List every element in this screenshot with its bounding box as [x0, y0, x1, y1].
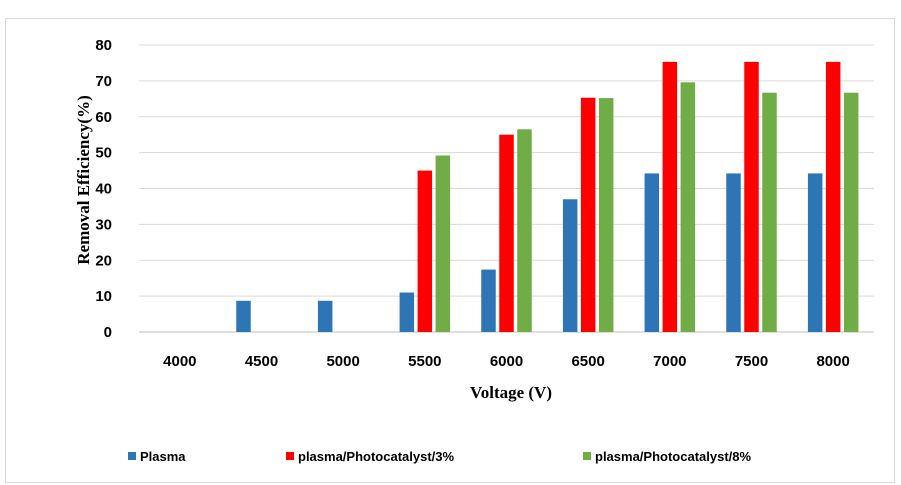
bar [843, 92, 859, 333]
bar [644, 173, 660, 332]
legend-label: Plasma [140, 449, 186, 464]
x-tick-label: 5500 [408, 353, 441, 370]
x-tick-label: 6000 [490, 353, 523, 370]
chart-frame: 0 10 20 30 40 50 60 70 80 4000 4500 5000 5500 6000 65… [5, 18, 895, 483]
y-tick-label: 70 [95, 73, 112, 90]
bar [317, 300, 333, 332]
bar [236, 300, 251, 332]
x-tick-label: 4500 [245, 353, 278, 370]
bar [744, 61, 759, 332]
bar [726, 173, 741, 332]
legend-item: plasma/Photocatalyst/3% [286, 449, 454, 464]
legend-swatch [286, 452, 294, 460]
y-tick-label: 0 [104, 324, 112, 341]
y-tick-label: 80 [95, 37, 112, 54]
legend-item: Plasma [128, 449, 186, 464]
x-tick-label: 7000 [653, 353, 686, 370]
x-tick-label: 6500 [571, 353, 604, 370]
x-tick-label: 8000 [816, 353, 849, 370]
y-tick-label: 60 [95, 109, 112, 126]
legend-item: plasma/Photocatalyst/8% [583, 449, 751, 464]
x-tick-label: 4000 [163, 353, 196, 370]
bar [399, 292, 415, 332]
bar [825, 61, 841, 332]
x-tick-label: 7500 [735, 353, 768, 370]
y-tick-label: 30 [95, 216, 112, 233]
bar [580, 97, 596, 332]
bar [499, 134, 514, 332]
bar [662, 61, 678, 332]
legend-swatch [583, 452, 591, 460]
bar-chart: 0 10 20 30 40 50 60 70 80 4000 4500 5000 5500 6000 65… [74, 37, 874, 464]
y-tick-label: 10 [95, 288, 112, 305]
bars [236, 61, 859, 333]
y-tick-label: 50 [95, 145, 112, 162]
x-axis-title: Voltage (V) [470, 383, 552, 402]
y-tick-label: 20 [95, 252, 112, 269]
legend-swatch [128, 452, 136, 460]
bar [807, 173, 823, 332]
bar [417, 170, 433, 332]
x-tick-label: 5000 [326, 353, 359, 370]
y-axis-title: Removal Efficiency(%) [74, 95, 93, 264]
bar [598, 98, 614, 332]
bar [435, 155, 451, 332]
bar [680, 82, 696, 332]
y-tick-labels: 0 10 20 30 40 50 60 70 80 [95, 37, 112, 341]
bar [562, 199, 578, 332]
x-tick-labels: 4000 4500 5000 5500 6000 6500 7000 7500 8000 [163, 353, 850, 370]
legend-label: plasma/Photocatalyst/3% [298, 449, 454, 464]
bar [517, 129, 532, 332]
y-tick-label: 40 [95, 181, 112, 198]
bar [762, 92, 777, 333]
bar [481, 269, 496, 332]
legend: Plasma plasma/Photocatalyst/3% plasma/Phot… [128, 449, 751, 464]
legend-label: plasma/Photocatalyst/8% [595, 449, 751, 464]
